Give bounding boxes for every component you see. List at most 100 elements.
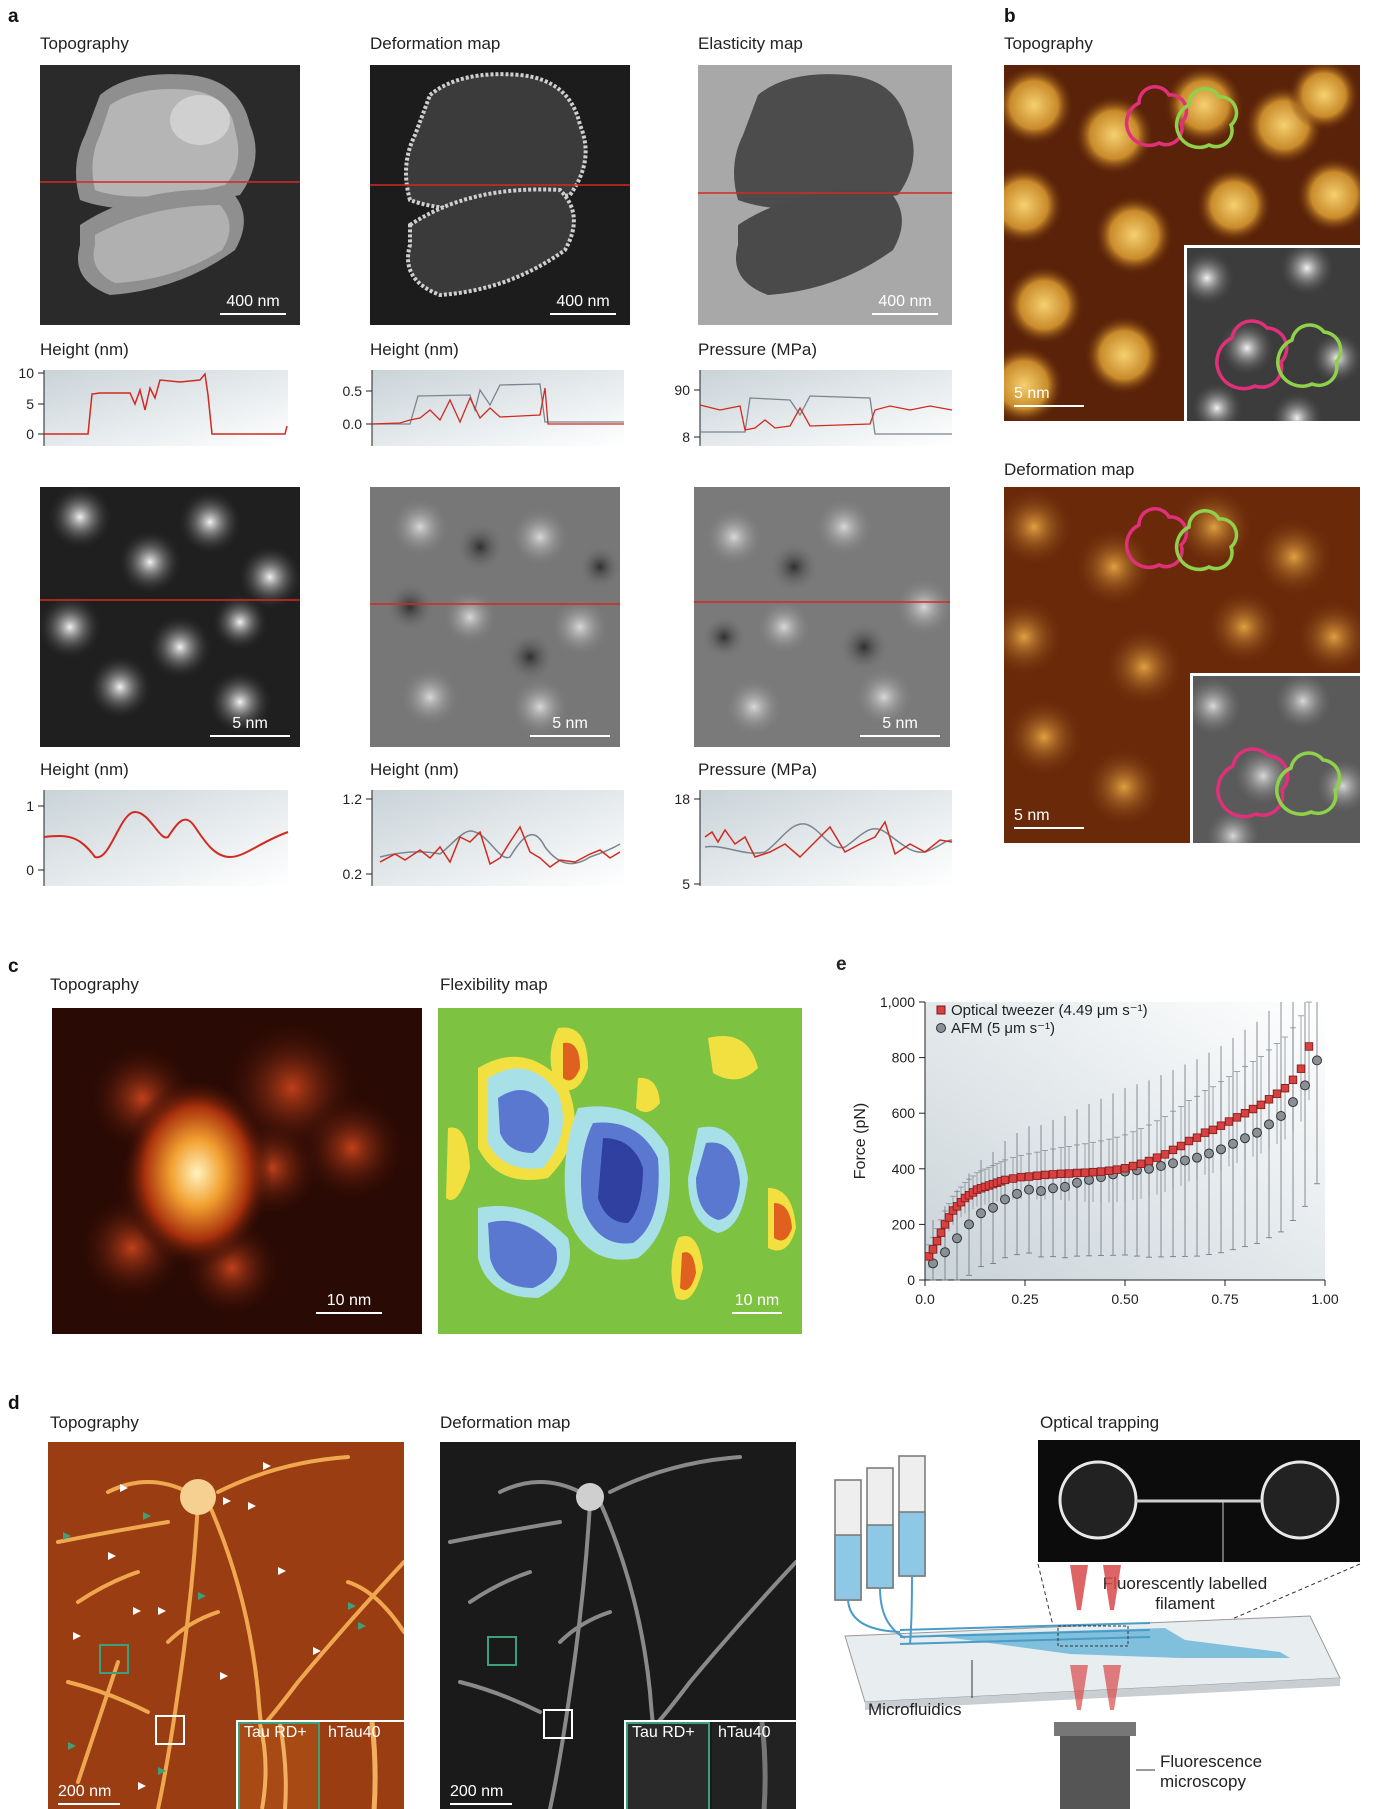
a-profile1-ylabel-2: Height (nm) (370, 340, 459, 359)
e-point-afm (1180, 1155, 1190, 1166)
e-legend-afm: AFM (5 μm s⁻¹) (951, 1020, 1055, 1037)
e-point-afm (1168, 1158, 1178, 1169)
e-ytick-label: 400 (892, 1161, 916, 1177)
panel-letter-c: c (8, 956, 19, 977)
e-point-tweezer (1048, 1170, 1058, 1179)
e-point-tweezer (1272, 1089, 1282, 1098)
e-point-tweezer (1248, 1104, 1258, 1114)
e-point-afm (1072, 1177, 1082, 1188)
d-title-topography: Topography (50, 1413, 139, 1432)
a-p2-ytick-1: 0.5 (343, 383, 363, 399)
c-scalebar-1: 10 nm (316, 1292, 382, 1314)
d-setup-schematic (834, 1455, 1361, 1809)
e-point-tweezer (1184, 1136, 1194, 1146)
e-point-tweezer (1144, 1156, 1154, 1166)
c-scalebar-2: 10 nm (732, 1292, 782, 1314)
e-point-tweezer (1112, 1165, 1122, 1174)
d-optical-trap-image (1038, 1440, 1360, 1562)
e-point-tweezer (1096, 1167, 1106, 1176)
e-point-tweezer (1256, 1100, 1266, 1110)
e-point-tweezer (928, 1245, 938, 1254)
d-scalebar-2: 200 nm (450, 1783, 512, 1805)
e-legend-tweezer: Optical tweezer (4.49 μm s⁻¹) (951, 1002, 1148, 1019)
a-profile1-ylabel-3: Pressure (MPa) (698, 340, 818, 359)
e-point-tweezer (936, 1228, 946, 1237)
e-point-afm (988, 1202, 998, 1213)
a-scalebar-2: 400 nm (550, 293, 616, 315)
a-p3-ytick-1: 90 (674, 382, 690, 398)
e-point-afm (1192, 1152, 1202, 1163)
e-point-afm (1204, 1148, 1214, 1159)
e-point-tweezer (1104, 1166, 1114, 1175)
e-point-tweezer (1064, 1169, 1074, 1178)
e-ytick-label: 1,000 (880, 994, 915, 1010)
c-title-flexibility: Flexibility map (440, 975, 548, 994)
a-profile1-ylabel-1: Height (nm) (40, 340, 129, 359)
b-scalebar-1: 5 nm (1014, 385, 1084, 407)
e-xtick-label: 0.75 (1211, 1291, 1238, 1307)
a-topography-image: 400 nm (40, 65, 300, 325)
a-title-topography: Topography (40, 34, 129, 53)
e-point-tweezer (1240, 1108, 1250, 1118)
a-p1-ytick-3: 0 (26, 426, 34, 442)
e-point-tweezer (1224, 1117, 1234, 1126)
b-scalebar-2: 5 nm (1014, 807, 1084, 829)
b-topography-image: 5 nm (1004, 65, 1360, 421)
panel-letter-a: a (8, 6, 19, 27)
e-point-tweezer (924, 1252, 934, 1261)
e-point-afm (1024, 1184, 1034, 1195)
e-point-tweezer (1040, 1170, 1050, 1180)
a-p5-ytick-2: 0.2 (343, 866, 363, 882)
a-title-deformation: Deformation map (370, 34, 501, 53)
e-point-afm (1036, 1186, 1046, 1197)
b-title-topography: Topography (1004, 34, 1093, 53)
e-point-tweezer (1296, 1064, 1306, 1073)
e-point-tweezer (1000, 1175, 1010, 1185)
e-point-afm (1144, 1163, 1154, 1174)
e-point-afm (1264, 1119, 1274, 1130)
a-profile2-ylabel-3: Pressure (MPa) (698, 760, 818, 779)
e-point-tweezer (1024, 1172, 1034, 1181)
a-p4-ytick-1: 1 (26, 798, 34, 814)
a-deformation-image: 400 nm (370, 65, 630, 325)
a-p3-ytick-2: 8 (682, 429, 690, 445)
e-point-tweezer (940, 1220, 950, 1229)
d-callout-microscopy: Fluorescence microscopy (1160, 1752, 1263, 1791)
a-profile2-ylabel-2: Height (nm) (370, 760, 459, 779)
a-elasticity-image: 400 nm (698, 65, 952, 325)
e-point-tweezer (1136, 1159, 1146, 1168)
d-deformation-insets: Tau RD+ hTau40 (624, 1720, 796, 1809)
b-title-deformation: Deformation map (1004, 460, 1135, 479)
a-scalebar-6: 5 nm (860, 715, 940, 737)
a-scalebar-5: 5 nm (530, 715, 610, 737)
d-inset-label-htau40: hTau40 (328, 1724, 381, 1741)
a-scalebar-4: 5 nm (210, 715, 290, 737)
e-point-afm (964, 1219, 974, 1230)
d-scalebar-1: 200 nm (58, 1783, 120, 1805)
a-profile2-ylabel-1: Height (nm) (40, 760, 129, 779)
e-point-tweezer (1120, 1164, 1130, 1173)
e-point-tweezer (1008, 1174, 1018, 1183)
d-inset-label-taurd-2: Tau RD+ (632, 1724, 695, 1741)
e-xtick-label: 0.25 (1011, 1291, 1038, 1307)
e-point-tweezer (1080, 1168, 1090, 1177)
a-profiles-row1: 10 5 0 0.5 0.0 90 8 (18, 365, 953, 446)
e-point-afm (1288, 1097, 1298, 1108)
panel-letter-e: e (836, 954, 847, 975)
a-p6-ytick-1: 18 (674, 791, 690, 807)
e-point-tweezer (1152, 1153, 1162, 1162)
e-point-afm (976, 1208, 986, 1219)
e-ylabel: Force (pN) (852, 1103, 869, 1179)
e-xtick-label: 1.00 (1311, 1291, 1338, 1307)
e-point-afm (1012, 1188, 1022, 1199)
e-point-afm (940, 1247, 950, 1258)
a-topography-hires-image: 5 nm (40, 487, 300, 747)
b-deformation-inset (1190, 673, 1360, 843)
e-point-afm (1156, 1161, 1166, 1172)
e-point-afm (1240, 1133, 1250, 1144)
e-point-afm (952, 1233, 962, 1244)
d-callout-microfluidics: Microfluidics (868, 1700, 962, 1719)
e-ytick-label: 200 (892, 1216, 916, 1232)
e-chart: e 02004006008001,0000.00.250.500.751.00S… (836, 954, 1339, 1307)
a-p2-ytick-2: 0.0 (343, 416, 363, 432)
